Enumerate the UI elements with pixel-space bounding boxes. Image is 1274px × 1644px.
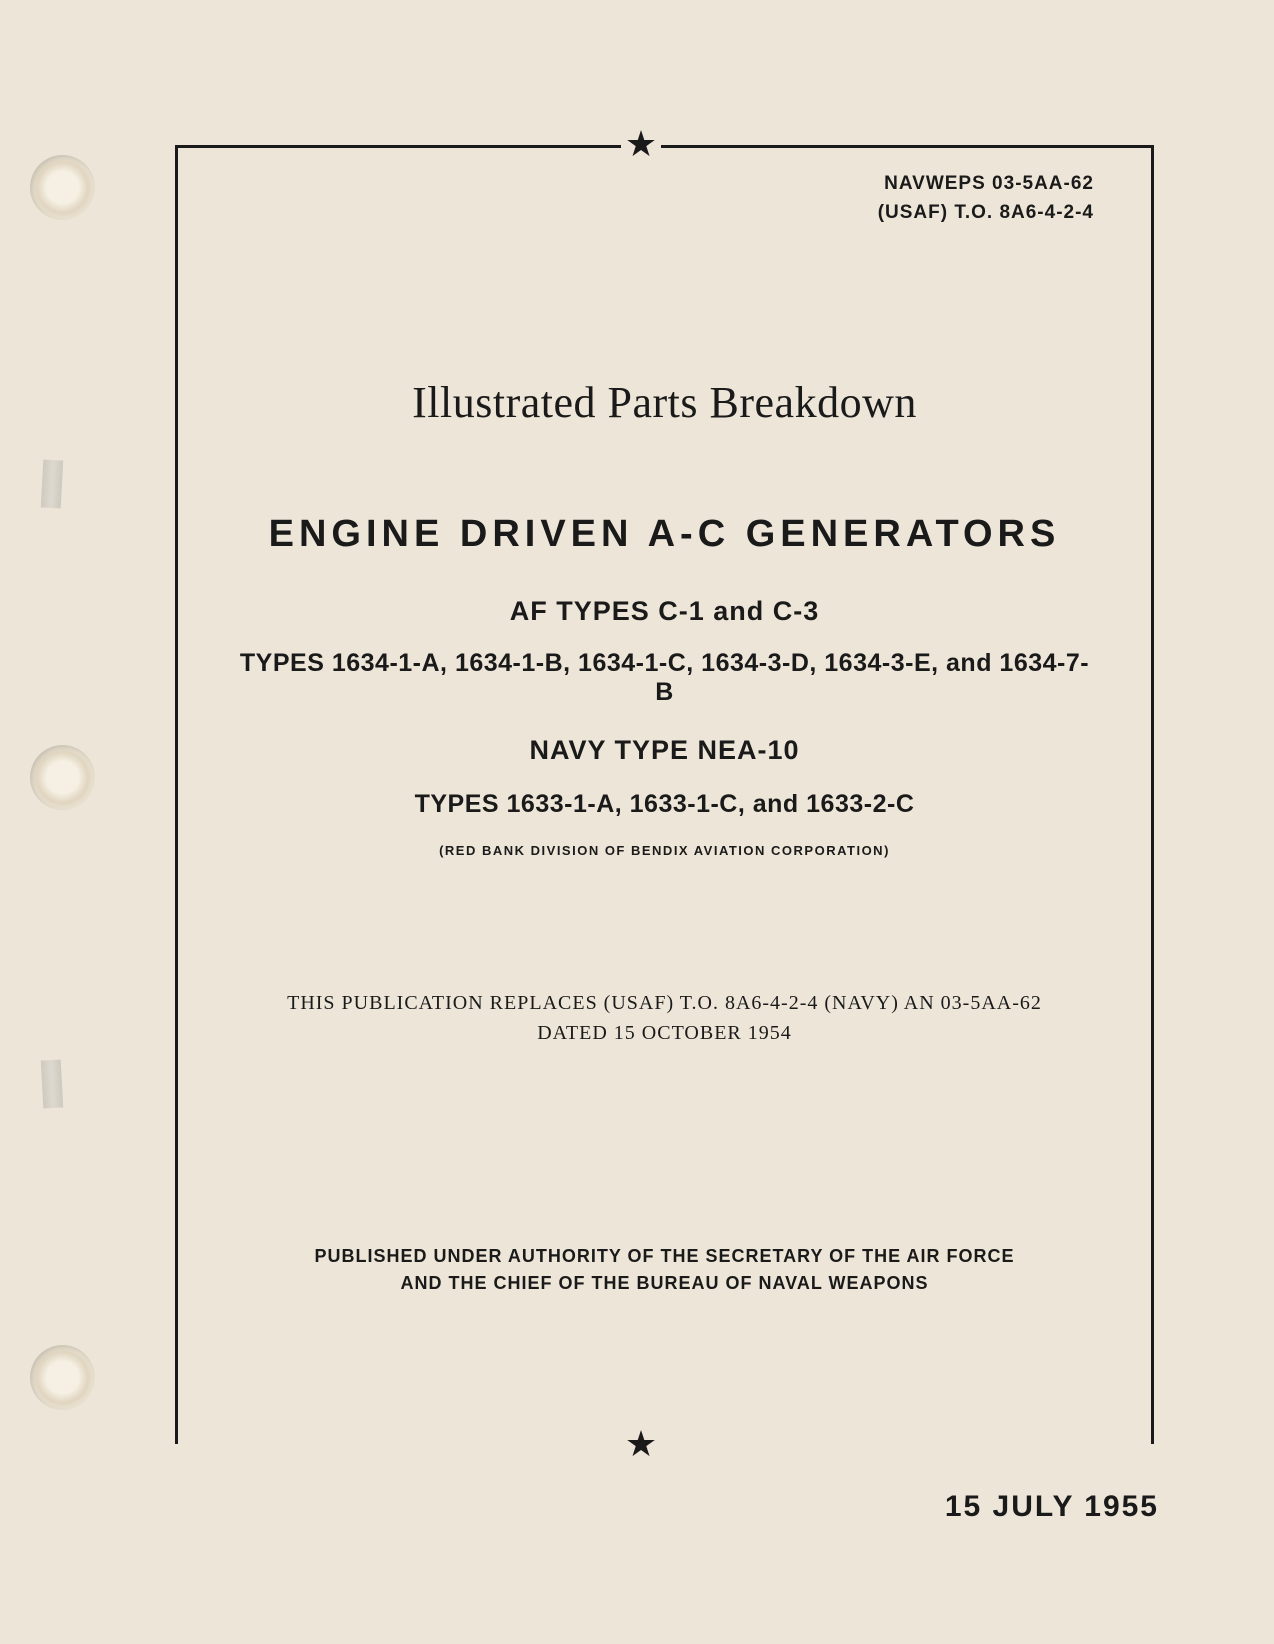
af-types-line: AF TYPES C-1 and C-3 [235,596,1094,627]
punch-hole [30,155,95,220]
authority-line-2: AND THE CHIEF OF THE BUREAU OF NAVAL WEA… [235,1270,1094,1297]
document-number-block: NAVWEPS 03-5AA-62 (USAF) T.O. 8A6-4-2-4 [235,170,1094,227]
authority-line-1: PUBLISHED UNDER AUTHORITY OF THE SECRETA… [235,1243,1094,1270]
replacement-line-1: THIS PUBLICATION REPLACES (USAF) T.O. 8A… [235,988,1094,1018]
types-1634-line: TYPES 1634-1-A, 1634-1-B, 1634-1-C, 1634… [235,649,1094,707]
main-title: ENGINE DRIVEN A-C GENERATORS [235,513,1094,556]
authority-statement: PUBLISHED UNDER AUTHORITY OF THE SECRETA… [235,1243,1094,1297]
document-type: Illustrated Parts Breakdown [235,377,1094,428]
punch-hole [30,1345,95,1410]
publication-date: 15 JULY 1955 [945,1490,1159,1524]
types-1633-line: TYPES 1633-1-A, 1633-1-C, and 1633-2-C [235,790,1094,819]
usaf-to-number: (USAF) T.O. 8A6-4-2-4 [235,199,1094,228]
staple-mark [41,1060,63,1109]
content-area: NAVWEPS 03-5AA-62 (USAF) T.O. 8A6-4-2-4 … [175,145,1154,1444]
navy-type-line: NAVY TYPE NEA-10 [235,735,1094,766]
punch-hole [30,745,95,810]
navweps-number: NAVWEPS 03-5AA-62 [235,170,1094,199]
staple-mark [41,460,63,509]
manufacturer-line: (RED BANK DIVISION OF BENDIX AVIATION CO… [235,843,1094,858]
document-page: ★ ★ NAVWEPS 03-5AA-62 (USAF) T.O. 8A6-4-… [0,0,1274,1644]
replacement-notice: THIS PUBLICATION REPLACES (USAF) T.O. 8A… [235,988,1094,1048]
replacement-line-2: DATED 15 OCTOBER 1954 [235,1018,1094,1048]
